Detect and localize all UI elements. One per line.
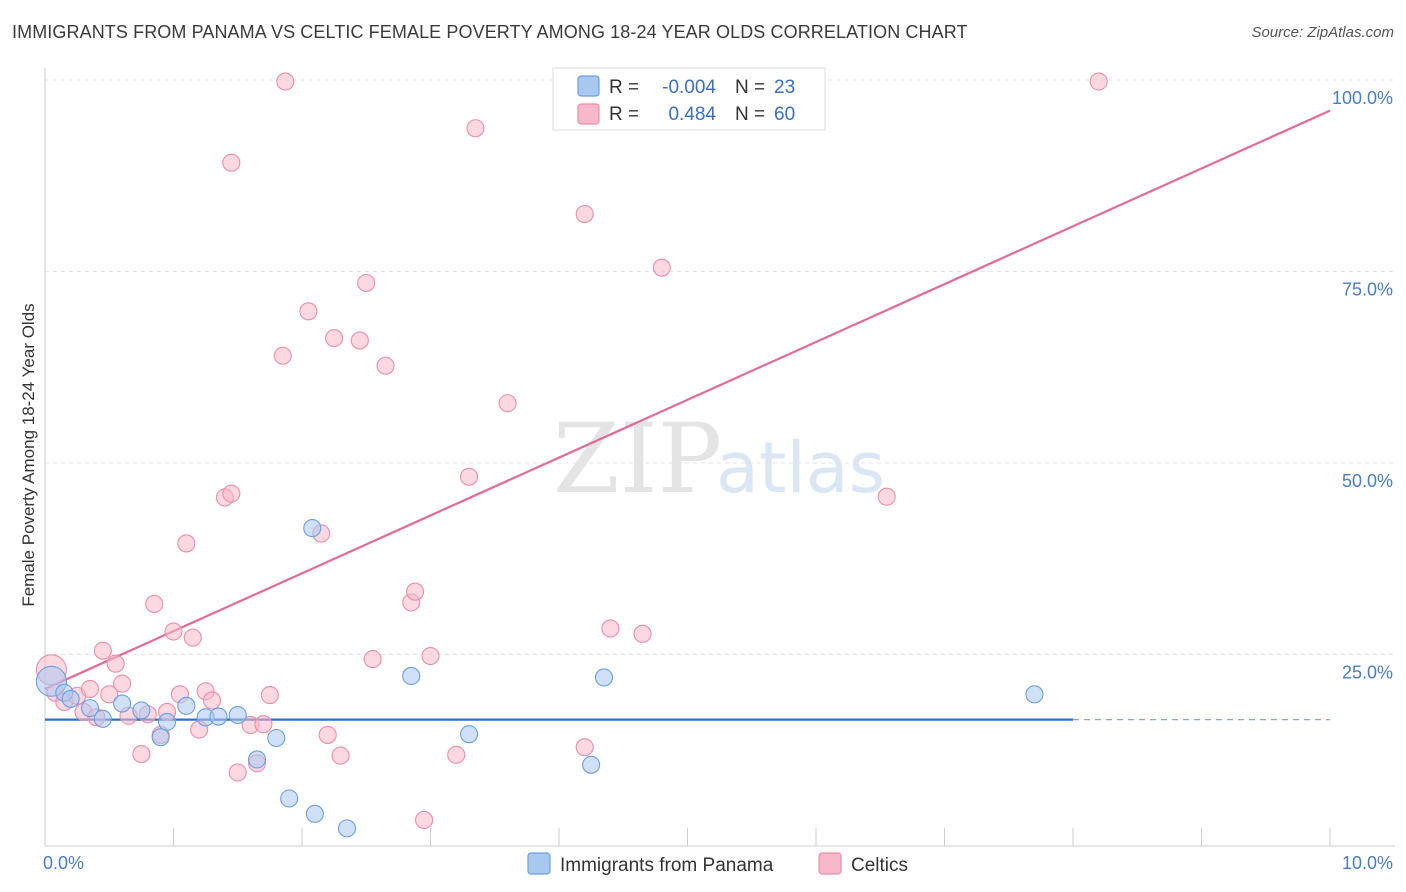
point-celtics (447, 745, 466, 764)
point-panama (1025, 685, 1044, 704)
legend-r-label-panama: R = (609, 77, 639, 98)
legend-top: R = -0.004 N = 23 R = 0.484 N = 60 (552, 67, 826, 131)
point-celtics (113, 674, 132, 693)
point-celtics (575, 738, 594, 757)
point-celtics (254, 715, 273, 734)
legend-swatch-celtics (577, 103, 600, 125)
watermark-zip: ZIP (553, 403, 722, 515)
legend-bottom-swatch-panama (527, 852, 551, 875)
point-panama (594, 668, 614, 687)
point-celtics (93, 641, 112, 660)
point-celtics (145, 594, 164, 613)
watermark-atlas: atlas (716, 427, 885, 509)
point-celtics (260, 686, 279, 705)
source-credit: Source: ZipAtlas.com (1251, 24, 1394, 41)
point-celtics (415, 810, 434, 830)
legend-n-label-celtics: N = (735, 104, 765, 125)
y-tick-label: 75.0% (1342, 280, 1393, 300)
point-celtics (318, 725, 337, 744)
point-celtics (350, 331, 369, 350)
point-panama (303, 519, 322, 538)
point-panama (209, 707, 228, 726)
point-panama (402, 666, 421, 685)
point-panama (267, 728, 286, 748)
legend-swatch-panama (577, 75, 600, 97)
data-points (35, 72, 1108, 838)
point-celtics (203, 691, 222, 710)
point-panama (228, 705, 247, 725)
point-celtics (325, 329, 344, 348)
point-celtics (276, 72, 295, 91)
point-celtics (273, 346, 292, 365)
chart-title: IMMIGRANTS FROM PANAMA VS CELTIC FEMALE … (12, 22, 968, 42)
x-tick-label: 10.0% (1342, 853, 1393, 873)
point-celtics (575, 205, 594, 224)
x-tick-label: 0.0% (43, 853, 84, 873)
point-celtics (222, 153, 241, 172)
point-celtics (177, 534, 196, 553)
point-celtics (299, 302, 318, 321)
point-celtics (459, 467, 479, 486)
legend-bottom-label-celtics: Celtics (851, 855, 908, 876)
legend-r-label-celtics: R = (609, 104, 639, 125)
y-tick-label: 100.0% (1332, 88, 1393, 108)
point-celtics (100, 685, 119, 704)
legend-bottom-label-panama: Immigrants from Panama (560, 855, 774, 876)
point-celtics (376, 356, 395, 375)
point-panama (305, 804, 324, 823)
point-celtics (106, 654, 125, 673)
legend-r-value-celtics: 0.484 (668, 104, 716, 125)
legend-bottom-swatch-celtics (818, 852, 842, 875)
point-panama (158, 712, 177, 731)
point-celtics (633, 624, 652, 643)
point-panama (459, 725, 479, 744)
point-celtics (228, 763, 247, 782)
point-celtics (363, 650, 382, 669)
gridlines (45, 79, 1395, 655)
point-panama (247, 750, 267, 769)
y-axis-label: Female Poverty Among 18-24 Year Olds (19, 303, 38, 606)
point-celtics (498, 394, 517, 413)
x-tick-labels: 0.0% 10.0% (43, 853, 1393, 873)
point-panama (582, 755, 601, 774)
point-celtics (80, 679, 100, 699)
point-panama (151, 728, 170, 747)
point-panama (113, 694, 132, 713)
point-panama (337, 819, 357, 838)
point-panama (177, 696, 196, 715)
point-celtics (652, 258, 671, 277)
point-celtics (164, 622, 183, 641)
point-celtics (421, 646, 440, 666)
point-celtics (132, 745, 151, 764)
y-tick-label: 25.0% (1342, 663, 1393, 683)
legend-n-value-panama: 23 (774, 77, 795, 98)
point-celtics (406, 582, 425, 601)
axes (44, 68, 1395, 847)
point-celtics (331, 746, 350, 765)
point-panama (132, 701, 151, 720)
point-celtics (222, 484, 241, 503)
point-celtics (466, 119, 485, 138)
point-panama (280, 789, 299, 808)
y-tick-label: 50.0% (1342, 471, 1393, 491)
point-panama (80, 699, 100, 718)
legend-bottom: Immigrants from Panama Celtics (527, 852, 908, 876)
point-celtics (877, 487, 896, 506)
trend-line-celtics (44, 109, 1331, 690)
y-tick-labels: 25.0% 50.0% 75.0% 100.0% (1332, 88, 1393, 683)
point-celtics (601, 619, 620, 638)
point-panama (61, 689, 80, 708)
point-panama (93, 709, 112, 728)
legend-r-value-panama: -0.004 (662, 77, 716, 98)
legend-n-value-celtics: 60 (774, 104, 795, 125)
legend-n-label-panama: N = (735, 77, 765, 98)
point-celtics (183, 628, 202, 647)
point-celtics (357, 273, 376, 293)
point-celtics (1089, 72, 1108, 91)
